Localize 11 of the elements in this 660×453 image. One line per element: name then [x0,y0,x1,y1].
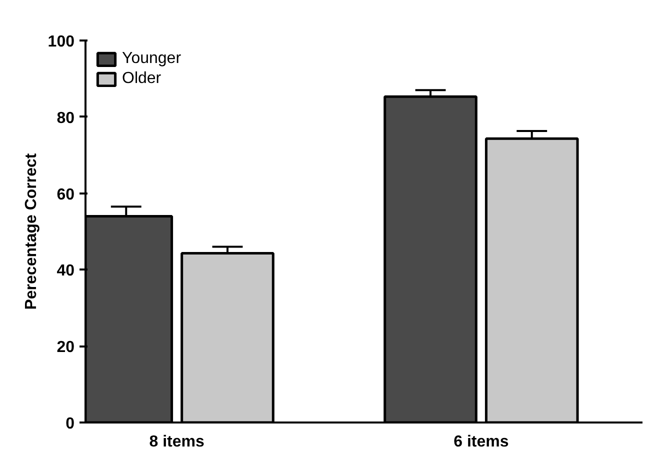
legend-label: Younger [122,50,182,68]
x-tick-label: 8 items [149,434,204,450]
y-tick-label: 60 [56,186,75,204]
legend-label: Older [122,70,162,88]
y-tick-label: 40 [56,262,75,280]
y-tick-label: 20 [56,339,75,356]
y-tick-label: 80 [56,110,75,127]
x-tick-label: 6 items [454,434,509,450]
y-axis-title: Perecentage Correct [22,152,40,310]
y-tick-label: 0 [66,416,75,432]
y-tick-label: 100 [48,34,75,50]
